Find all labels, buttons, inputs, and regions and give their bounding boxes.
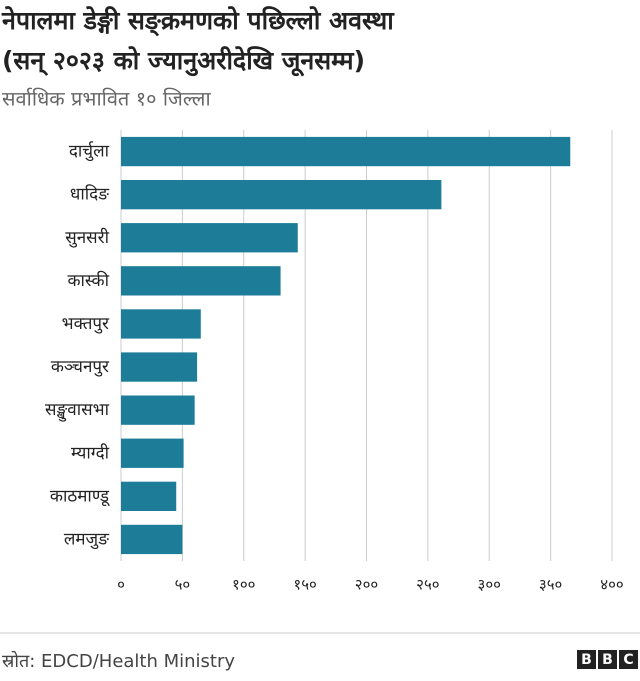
x-tick-label: ३०० [478, 576, 501, 594]
bar [121, 179, 442, 210]
chart-subtitle: सर्वाधिक प्रभावित १० जिल्ला [2, 87, 211, 111]
bar [121, 438, 184, 468]
logo-letter: C [623, 652, 633, 668]
y-tick-label: भक्तपुर [62, 314, 110, 334]
x-tick-label: १५० [293, 576, 316, 594]
x-tick-label: १०० [232, 576, 255, 594]
chart-title: नेपालमा डेङ्गी सङ्क्रमणको पछिल्लो अवस्था [1, 6, 395, 36]
logo-letter: B [602, 652, 613, 668]
logo-box [577, 650, 596, 669]
bar [121, 524, 183, 555]
logo-box [619, 650, 638, 669]
x-tick-label: २०० [355, 576, 378, 594]
x-tick-label: ० [117, 576, 125, 594]
x-tick-label: ४०० [600, 576, 623, 594]
y-tick-label: कञ्चनपुर [51, 357, 110, 377]
bar [121, 309, 201, 339]
chart-title: (सन् २०२३ को ज्यानुअरीदेखि जूनसम्म) [2, 46, 365, 77]
y-tick-label: लमजुङ [64, 529, 110, 549]
bar [121, 223, 298, 253]
y-tick-label: सङ्खुवासभा [45, 400, 110, 422]
bar [121, 266, 281, 296]
bar [121, 136, 571, 167]
bar [121, 481, 177, 512]
y-tick-label: म्याग्दी [71, 442, 110, 463]
x-tick-label: ५० [175, 576, 191, 594]
y-tick-label: काठमाण्डू [50, 486, 111, 506]
bar [121, 395, 195, 425]
logo-box [598, 650, 617, 669]
y-tick-label: सुनसरी [65, 227, 109, 248]
bar [121, 352, 198, 382]
source: स्रोत: EDCD/Health Ministry [2, 650, 235, 672]
y-tick-label: धादिङ [70, 184, 110, 205]
logo-letter: B [581, 652, 592, 668]
x-tick-label: ३५० [539, 576, 562, 594]
y-tick-label: कास्की [67, 270, 109, 291]
x-tick-label: २५० [416, 576, 439, 594]
y-tick-label: दार्चुला [69, 141, 110, 162]
